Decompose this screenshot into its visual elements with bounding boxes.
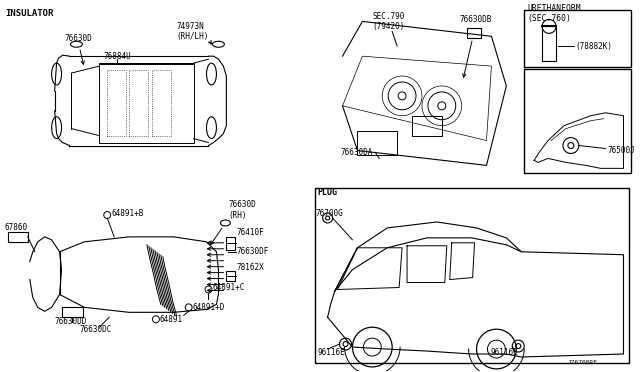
Text: 74973N
(RH/LH): 74973N (RH/LH) [177, 22, 209, 41]
Text: 76630DC: 76630DC [79, 325, 112, 334]
Bar [357, 131, 397, 155]
Bar [315, 188, 630, 363]
Bar [61, 307, 83, 317]
Text: URETHANFORM
(SEC.760): URETHANFORM (SEC.760) [527, 4, 581, 23]
Text: (78882K): (78882K) [576, 42, 613, 51]
Text: 76630D: 76630D [65, 34, 92, 43]
Text: INSULATOR: INSULATOR [5, 9, 53, 18]
Text: 96116E: 96116E [317, 347, 346, 356]
Text: 64891+C: 64891+C [212, 283, 245, 292]
Text: 64891+B: 64891+B [111, 209, 143, 218]
Text: J76700RE: J76700RE [568, 360, 598, 365]
Text: 76630D
(RH): 76630D (RH) [228, 201, 256, 220]
Text: 76700G: 76700G [316, 209, 344, 218]
Text: 64891: 64891 [160, 315, 183, 324]
Text: 76500J: 76500J [607, 146, 636, 155]
Bar [152, 70, 171, 136]
Bar [412, 116, 442, 136]
Text: 96116E: 96116E [490, 347, 518, 356]
Bar [108, 70, 126, 136]
Text: 64891+D: 64891+D [193, 303, 225, 312]
Bar [99, 63, 194, 142]
Text: 76630DF: 76630DF [236, 247, 269, 256]
Text: 76630DA: 76630DA [340, 148, 373, 157]
Text: PLUG: PLUG [317, 188, 338, 197]
Bar [227, 237, 236, 250]
Text: 76630DD: 76630DD [54, 317, 87, 326]
Text: SEC.790
(79420): SEC.790 (79420) [372, 12, 404, 31]
Text: 76884U: 76884U [103, 52, 131, 61]
Bar [8, 232, 28, 242]
Text: 76410F: 76410F [236, 228, 264, 237]
Bar [524, 69, 632, 173]
Text: 78162X: 78162X [236, 263, 264, 272]
Text: 67860: 67860 [5, 224, 28, 232]
Bar [542, 26, 556, 61]
Text: 76630DB: 76630DB [460, 15, 492, 24]
Bar [227, 270, 236, 280]
Bar [467, 28, 481, 38]
Bar [524, 10, 632, 67]
Bar [129, 70, 148, 136]
